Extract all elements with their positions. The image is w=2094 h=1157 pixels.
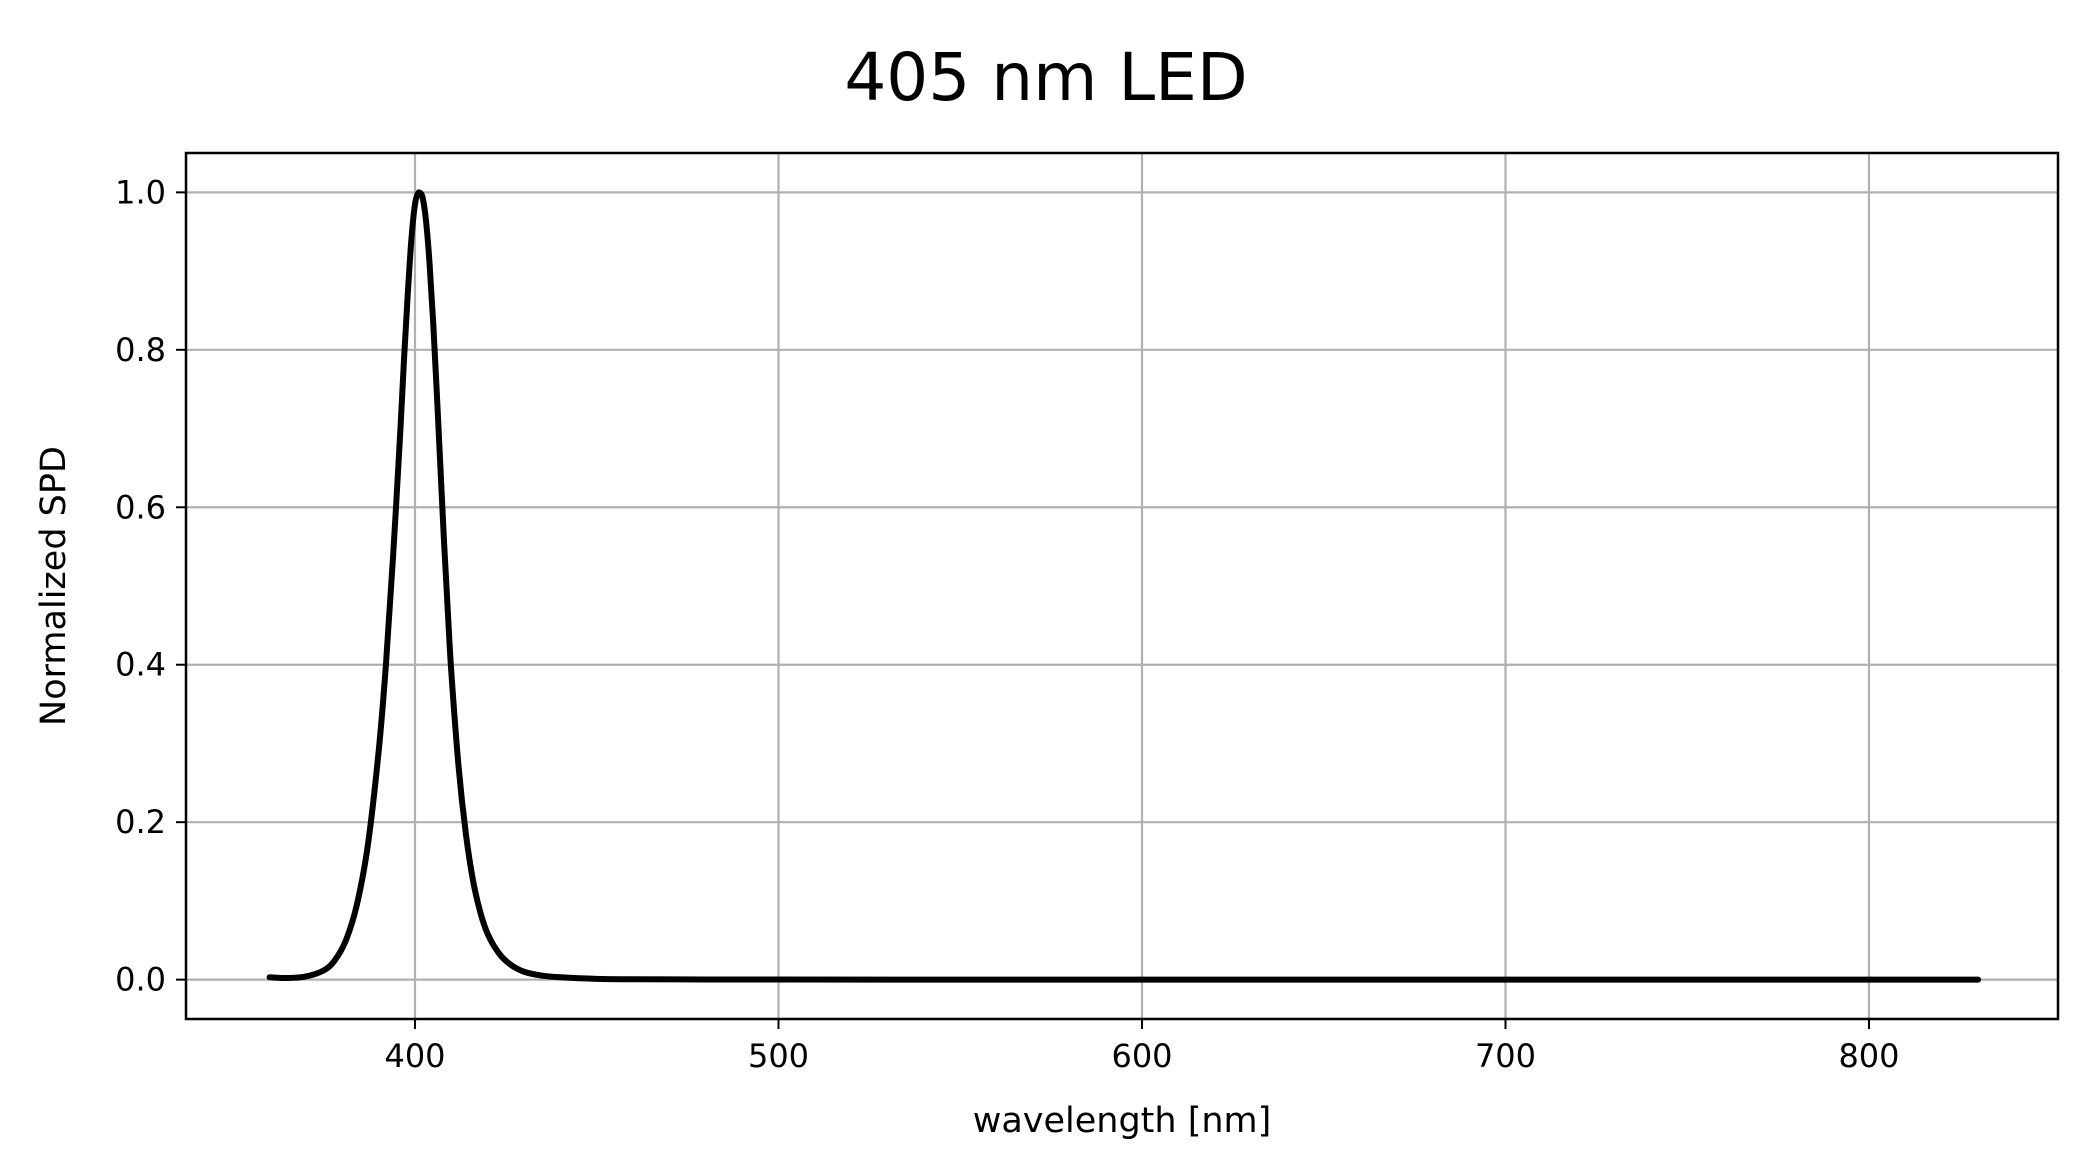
x-tick-label: 400 [384,1037,445,1075]
x-tick-label: 700 [1475,1037,1536,1075]
chart-title: 405 nm LED [844,39,1247,116]
x-axis: 400 500 600 700 800 [384,1019,1900,1075]
y-tick-label: 0.4 [115,646,166,684]
y-tick-label: 0.2 [115,803,166,841]
x-axis-label: wavelength [nm] [973,1101,1272,1141]
x-tick-label: 800 [1838,1037,1899,1075]
y-axis: 0.0 0.2 0.4 0.6 0.8 1.0 [115,173,186,999]
y-tick-label: 1.0 [115,173,166,211]
x-tick-label: 600 [1111,1037,1172,1075]
y-tick-label: 0.6 [115,488,166,526]
grid [186,153,2058,1019]
y-axis-label: Normalized SPD [34,446,74,726]
plot-area [266,189,1982,983]
y-tick-label: 0.8 [115,331,166,369]
axes-frame [184,151,2060,1021]
x-tick-label: 500 [748,1037,809,1075]
y-tick-label: 0.0 [115,961,166,999]
spd-line [266,189,1982,983]
